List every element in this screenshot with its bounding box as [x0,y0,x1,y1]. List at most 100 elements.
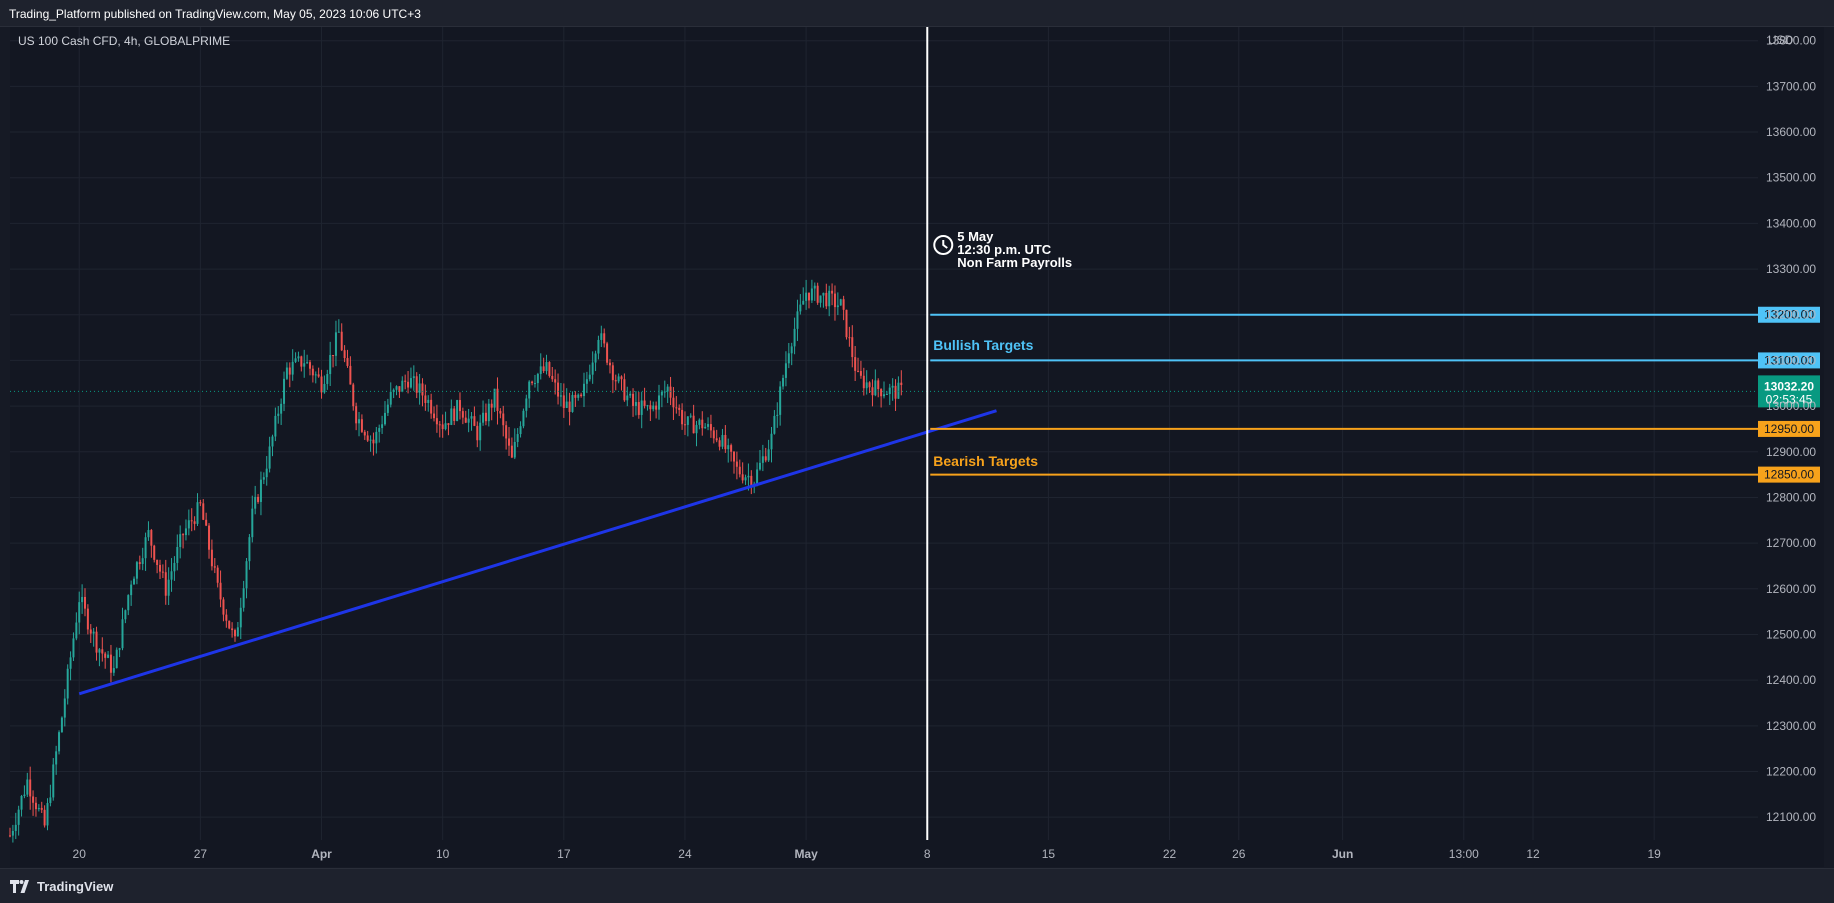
candle-body [138,562,141,564]
candle-body [127,595,130,611]
publisher-bar: Trading_Platform published on TradingVie… [0,0,1834,27]
candle-body [297,356,300,359]
candle-body [202,503,205,520]
candle-body [433,413,436,419]
candle-body [874,380,877,396]
candle-body [233,630,236,637]
y-tick-label: 13600.00 [1766,125,1816,139]
x-tick-label: 26 [1232,847,1246,861]
candle-body [352,384,355,407]
candle-body [441,424,444,430]
candle-body [75,622,78,639]
candle-body [707,424,710,427]
candle-body [758,462,761,470]
candle-body [317,374,320,377]
candle-body [857,370,860,372]
y-tick-label: 13400.00 [1766,216,1816,230]
candle-body [493,388,496,408]
candle-body [773,415,776,434]
candle-body [409,378,412,388]
candle-body [557,382,560,397]
candle-body [265,468,268,478]
candle-body [259,479,262,502]
candle-body [23,794,26,797]
candle-body [208,525,211,550]
candle-body [859,371,862,376]
candle-body [401,380,404,392]
candle-body [779,386,782,415]
candle-body [652,405,655,410]
last-price-value: 13032.20 [1764,379,1814,393]
candle-body [822,292,825,296]
candle-body [542,366,545,372]
candle-body [107,654,110,658]
y-tick-label: 13700.00 [1766,79,1816,93]
candle-body [239,607,242,628]
candle-body [81,596,84,603]
tradingview-brand[interactable]: TradingView [10,879,113,894]
x-tick-label: 27 [194,847,208,861]
candle-body [288,367,291,375]
candle-body [568,401,571,412]
price-tag-label: 13200.00 [1764,308,1814,322]
candle-body [580,394,583,397]
candle-body [222,599,225,615]
candle-body [291,361,294,375]
bearish-targets-label: Bearish Targets [933,453,1038,469]
y-tick-label: 13500.00 [1766,171,1816,185]
price-tag-label: 13100.00 [1764,353,1814,367]
candle-body [617,376,620,382]
x-tick-label: 22 [1163,847,1177,861]
candle-body [611,365,614,381]
candle-body [813,285,816,289]
candle-body [216,567,219,583]
y-tick-label: 12500.00 [1766,627,1816,641]
candle-body [531,381,534,384]
candle-body [862,375,865,389]
candle-body [836,305,839,308]
candle-body [366,435,369,441]
candle-body [245,561,248,589]
candle-body [392,389,395,392]
x-tick-label: 12 [1526,847,1540,861]
candle-body [502,413,505,426]
candle-body [842,299,845,310]
candle-body [164,572,167,596]
candle-body [588,374,591,380]
candle-body [871,387,874,396]
candle-body [476,425,479,441]
candle-body [343,350,346,359]
candle-body [585,379,588,384]
candle-body [248,537,251,562]
candle-body [274,415,277,437]
candle-body [219,582,222,600]
candle-body [29,779,32,797]
candle-body [300,356,303,367]
candle-body [89,629,92,634]
x-tick-label: May [794,847,818,861]
candle-body [848,337,851,339]
candle-body [268,446,271,469]
candle-body [55,751,58,765]
chart-frame [10,27,1824,867]
candle-body [447,423,450,425]
candle-body [153,545,156,560]
candle-body [767,449,770,461]
candle-body [381,424,384,429]
candle-body [349,365,352,385]
candle-body [306,362,309,364]
candle-body [724,434,727,450]
candle-body [101,649,104,654]
candle-body [513,441,516,458]
candle-body [135,562,138,579]
candle-body [228,620,231,629]
candle-body [20,796,23,810]
x-tick-label: 15 [1042,847,1056,861]
candle-body [398,386,401,392]
candle-body [285,367,288,379]
last-price-tag [1758,375,1820,408]
candle-body [395,386,398,390]
candle-body [277,413,280,416]
candle-body [551,375,554,380]
